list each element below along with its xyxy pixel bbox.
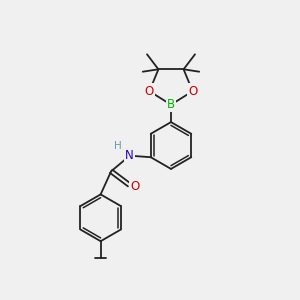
- Text: O: O: [145, 85, 154, 98]
- Text: B: B: [167, 98, 175, 111]
- Text: O: O: [188, 85, 197, 98]
- Text: H: H: [115, 141, 122, 151]
- Text: N: N: [125, 149, 134, 162]
- Text: O: O: [130, 180, 139, 193]
